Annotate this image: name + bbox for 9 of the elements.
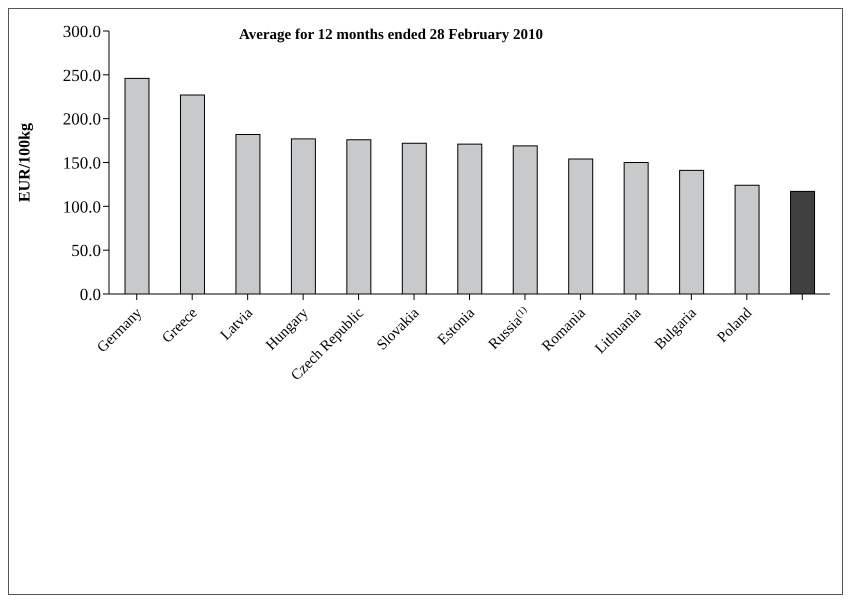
y-tick-label: 200.0 (62, 110, 101, 129)
y-tick-label: 150.0 (62, 154, 101, 173)
y-axis-title: EUR/100kg (16, 122, 34, 202)
y-tick-label: 250.0 (62, 66, 101, 85)
chart-title: Average for 12 months ended 28 February 2010 (239, 27, 543, 44)
y-tick-label: 0.0 (80, 285, 101, 304)
y-tick-label: 50.0 (71, 241, 101, 260)
y-tick-label: 300.0 (62, 22, 101, 42)
y-tick-label: 100.0 (62, 197, 101, 216)
